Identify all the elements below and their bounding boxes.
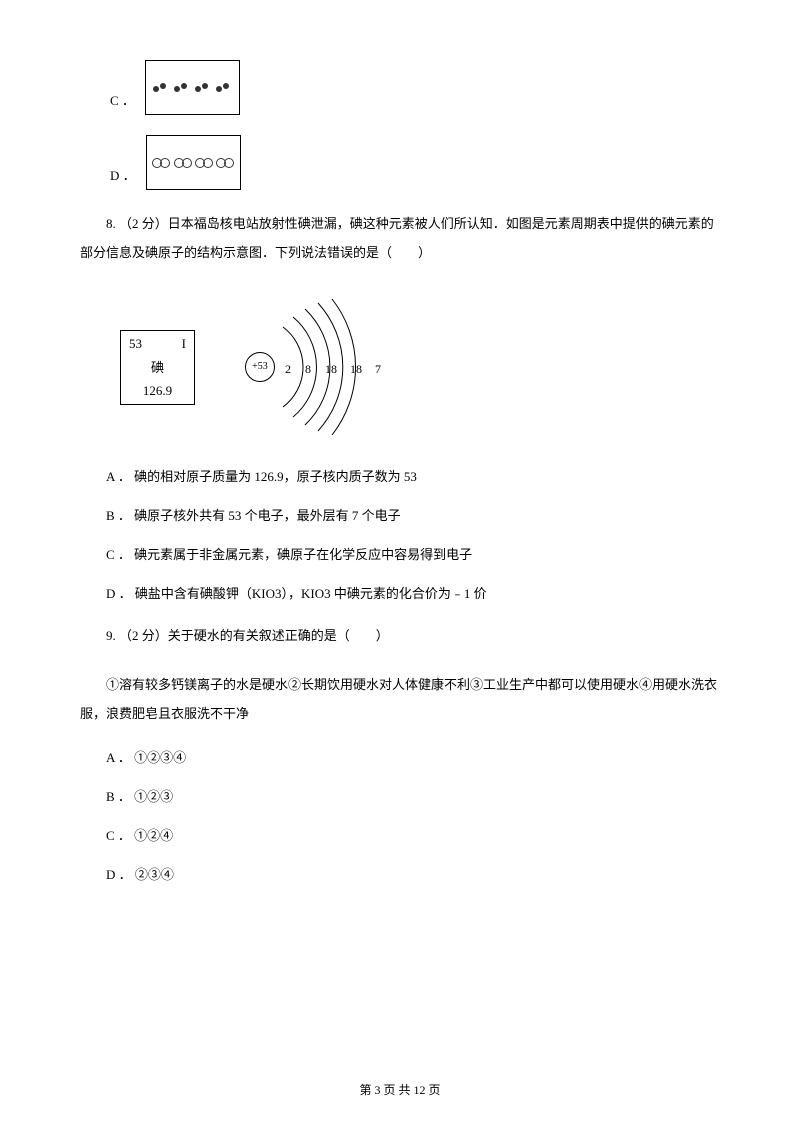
option-c-letter: C ． — [110, 89, 135, 115]
option-c-diagram — [145, 60, 240, 115]
q8-option-c: C ． 碘元素属于非金属元素，碘原子在化学反应中容易得到电子 — [80, 545, 720, 566]
molecule-icon — [216, 158, 234, 167]
q8-text: 8. （2 分）日本福岛核电站放射性碘泄漏，碘这种元素被人们所认知．如图是元素周… — [80, 210, 720, 267]
molecule-icon — [195, 158, 213, 167]
shell-3: 18 — [325, 359, 337, 381]
element-symbol: I — [182, 332, 186, 355]
molecule-icon — [174, 83, 190, 93]
element-name: 碘 — [125, 356, 190, 379]
atom-structure-diagram: +53 2 8 18 18 7 — [245, 297, 425, 437]
molecule-icon — [153, 83, 169, 93]
atomic-mass: 126.9 — [125, 379, 190, 402]
q8-option-b: B ． 碘原子核外共有 53 个电子，最外层有 7 个电子 — [80, 506, 720, 527]
q9-subtext: ①溶有较多钙镁离子的水是硬水②长期饮用硬水对人体健康不利③工业生产中都可以使用硬… — [80, 671, 720, 728]
option-d-letter: D ． — [110, 164, 136, 190]
q9-option-a: A ． ①②③④ — [80, 748, 720, 769]
shell-1: 2 — [285, 359, 291, 381]
option-c-row: C ． — [80, 60, 720, 115]
molecule-icon — [152, 158, 170, 167]
q9-text: 9. （2 分）关于硬水的有关叙述正确的是（ ） — [80, 622, 720, 651]
q8-diagram: 53 I 碘 126.9 +53 2 8 18 18 7 — [120, 297, 720, 437]
option-d-diagram — [146, 135, 241, 190]
q9-option-d: D ． ②③④ — [80, 865, 720, 886]
atomic-number: 53 — [129, 332, 142, 355]
q9-option-b: B ． ①②③ — [80, 787, 720, 808]
periodic-table-cell: 53 I 碘 126.9 — [120, 330, 195, 405]
q8-option-a: A ． 碘的相对原子质量为 126.9，原子核内质子数为 53 — [80, 467, 720, 488]
shell-5: 7 — [375, 359, 381, 381]
page-footer: 第 3 页 共 12 页 — [0, 1080, 800, 1102]
molecule-icon — [174, 158, 192, 167]
option-d-row: D ． — [80, 135, 720, 190]
shell-2: 8 — [305, 359, 311, 381]
q9-option-c: C ． ①②④ — [80, 826, 720, 847]
shell-4: 18 — [350, 359, 362, 381]
q8-option-d: D ． 碘盐中含有碘酸钾（KIO3），KIO3 中碘元素的化合价为﹣1 价 — [80, 584, 720, 605]
molecule-icon — [195, 83, 211, 93]
electron-shells-icon — [245, 297, 445, 437]
molecule-icon — [216, 83, 232, 93]
